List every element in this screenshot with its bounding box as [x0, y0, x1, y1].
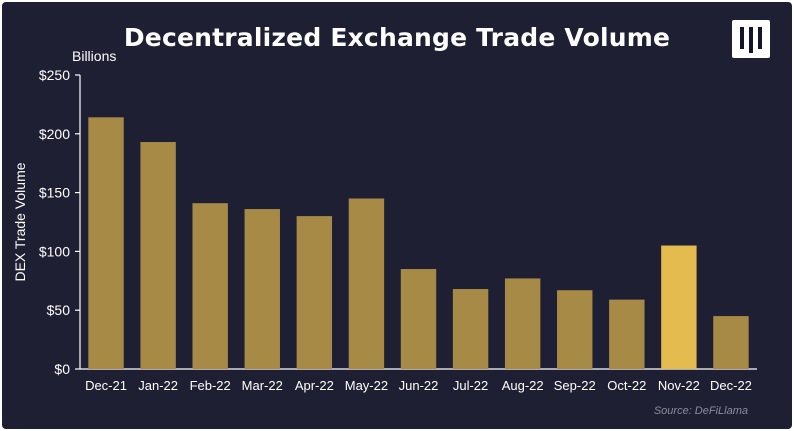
bar [348, 198, 385, 369]
x-tick-label: Mar-22 [242, 378, 283, 393]
y-tick-label: $50 [47, 302, 71, 318]
x-tick-label: Nov-22 [658, 378, 700, 393]
bar [609, 299, 645, 369]
y-tick-label: $150 [39, 185, 70, 201]
y-tick-label: $100 [39, 243, 70, 259]
x-tick-label: Sep-22 [554, 378, 596, 393]
units-label: Billions [72, 48, 117, 64]
pantera-logo-icon [732, 20, 770, 58]
bar [452, 289, 489, 369]
x-tick-label: Oct-22 [607, 378, 646, 393]
bar [504, 278, 541, 369]
source-note: Source: DeFiLlama [653, 405, 748, 417]
x-tick-label: Jul-22 [453, 378, 488, 393]
bar [192, 203, 228, 369]
y-tick-label: $250 [39, 67, 70, 83]
bar [400, 269, 437, 369]
x-tick-label: Aug-22 [502, 378, 544, 393]
x-tick-label: Feb-22 [190, 378, 231, 393]
bar [244, 209, 280, 369]
bar [661, 245, 697, 369]
x-tick-label: Dec-21 [85, 378, 127, 393]
x-tick-label: Apr-22 [295, 378, 334, 393]
x-tick-label: Dec-22 [710, 378, 752, 393]
chart-title: Decentralized Exchange Trade Volume [123, 23, 671, 52]
bar [140, 142, 176, 369]
bar [713, 316, 749, 369]
x-tick-label: Jan-22 [138, 378, 178, 393]
x-tick-label: May-22 [345, 378, 388, 393]
x-tick-label: Jun-22 [399, 378, 439, 393]
bar [88, 117, 124, 369]
y-tick-label: $0 [54, 361, 70, 377]
bar [296, 216, 333, 369]
bar [557, 290, 593, 369]
y-tick-label: $200 [39, 126, 70, 142]
